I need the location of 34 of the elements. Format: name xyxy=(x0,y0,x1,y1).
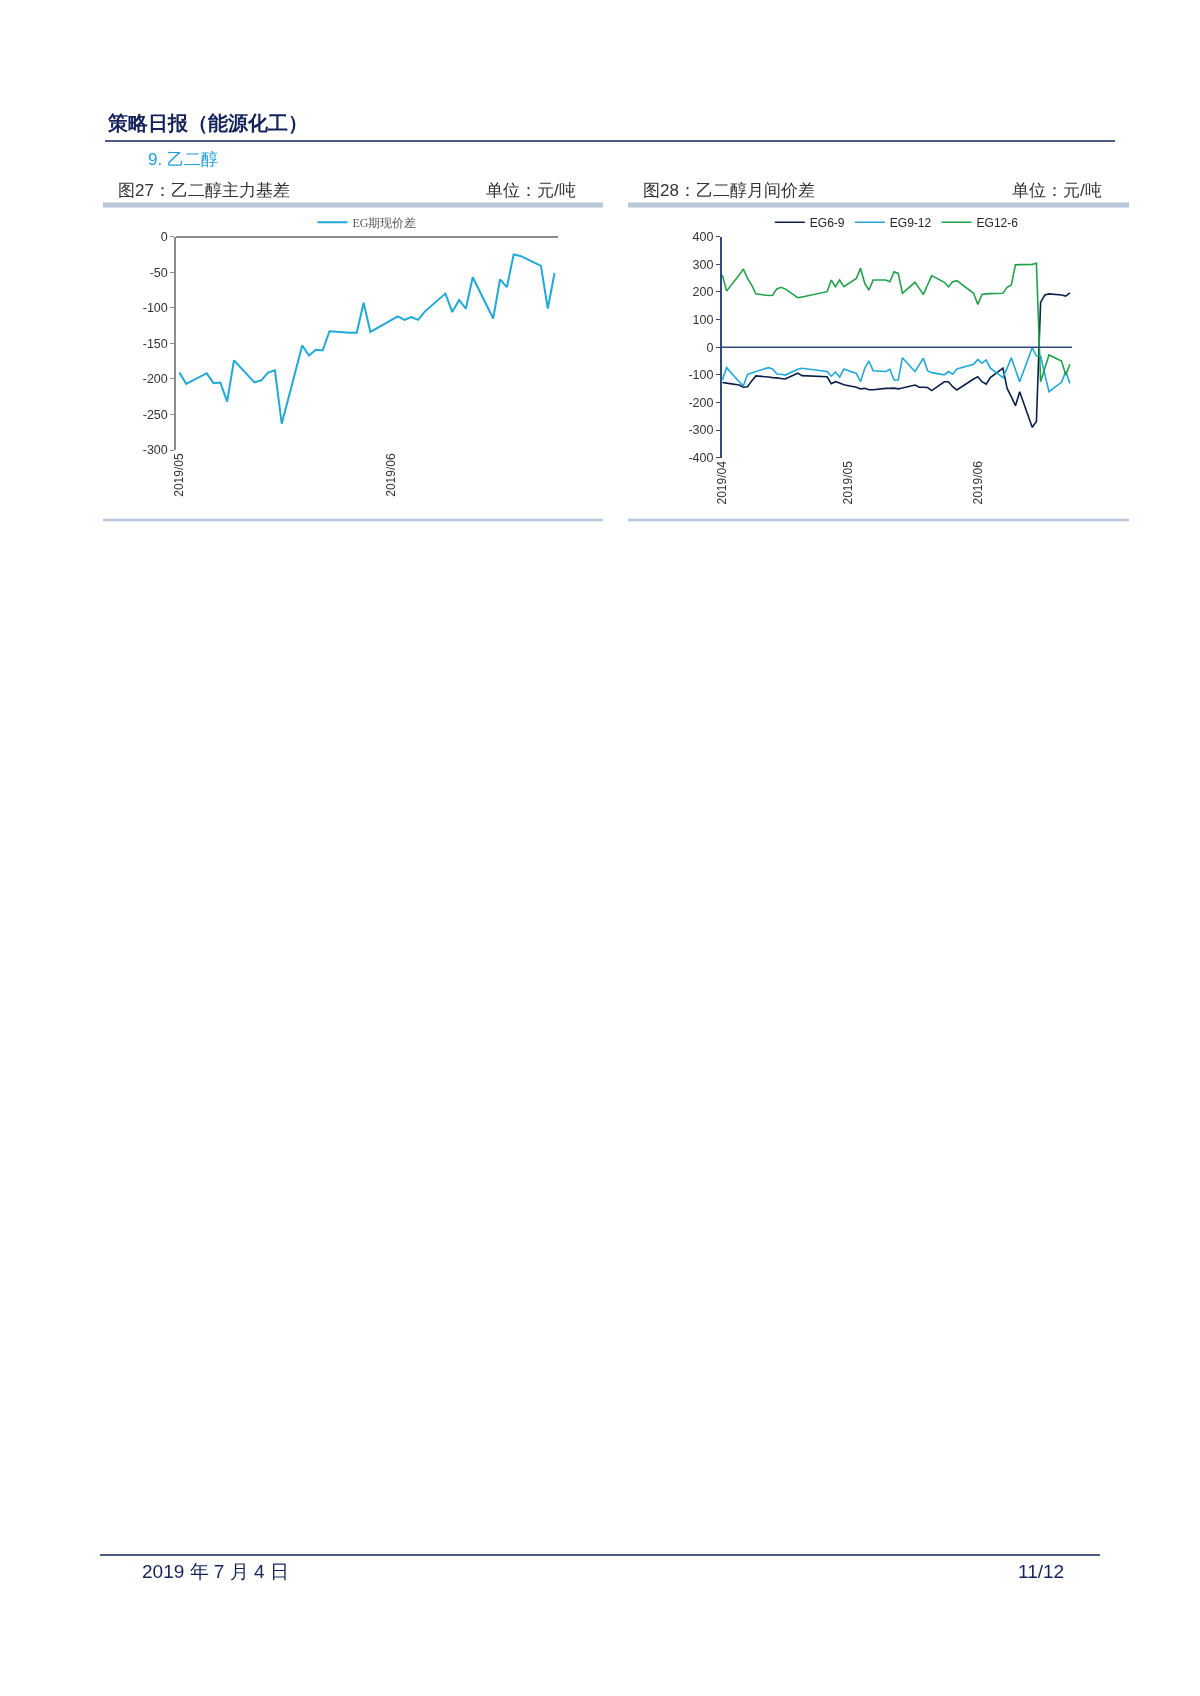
text: 单位：元/吨 xyxy=(486,181,576,200)
y-tick-label: -100 xyxy=(142,301,168,316)
chart-title: 图28：乙二醇月间价差 xyxy=(643,181,815,200)
y-tick-label: -300 xyxy=(142,443,168,458)
legend-label: EG期现价差 xyxy=(352,215,417,230)
y-tick-label: -250 xyxy=(142,407,168,422)
y-tick-label: 100 xyxy=(692,312,714,327)
y-tick-label: 0 xyxy=(160,230,168,245)
y-tick-label: -200 xyxy=(688,395,714,410)
y-tick-label: -100 xyxy=(688,368,714,383)
text: 9. 乙二醇 xyxy=(148,150,218,169)
legend-label: EG6-9 xyxy=(809,215,845,230)
text: 11/12 xyxy=(1018,1561,1065,1582)
y-tick-label: 400 xyxy=(692,230,714,245)
line-series xyxy=(178,253,556,425)
legend-label: EG12-6 xyxy=(976,215,1019,230)
y-tick-label: 300 xyxy=(692,257,714,272)
text: 2019 年 7 月 4 日 xyxy=(142,1561,289,1582)
y-tick-label: -200 xyxy=(142,372,168,387)
y-tick-label: -400 xyxy=(688,451,714,466)
x-tick-label: 2019/06 xyxy=(970,460,985,505)
y-tick-label: -300 xyxy=(688,423,714,438)
y-tick-label: 0 xyxy=(706,340,714,355)
y-tick-label: -150 xyxy=(142,336,168,351)
x-tick-label: 2019/06 xyxy=(383,453,398,497)
x-tick-label: 2019/05 xyxy=(172,453,187,497)
x-tick-label: 2019/05 xyxy=(840,460,855,505)
text: 单位：元/吨 xyxy=(1012,181,1102,200)
y-tick-label: -50 xyxy=(149,265,168,280)
legend-label: EG9-12 xyxy=(889,215,932,230)
x-tick-label: 2019/04 xyxy=(715,460,730,505)
text: 策略日报（能源化工） xyxy=(107,112,308,134)
chart-title: 图27：乙二醇主力基差 xyxy=(118,181,290,200)
y-tick-label: 200 xyxy=(692,285,714,300)
